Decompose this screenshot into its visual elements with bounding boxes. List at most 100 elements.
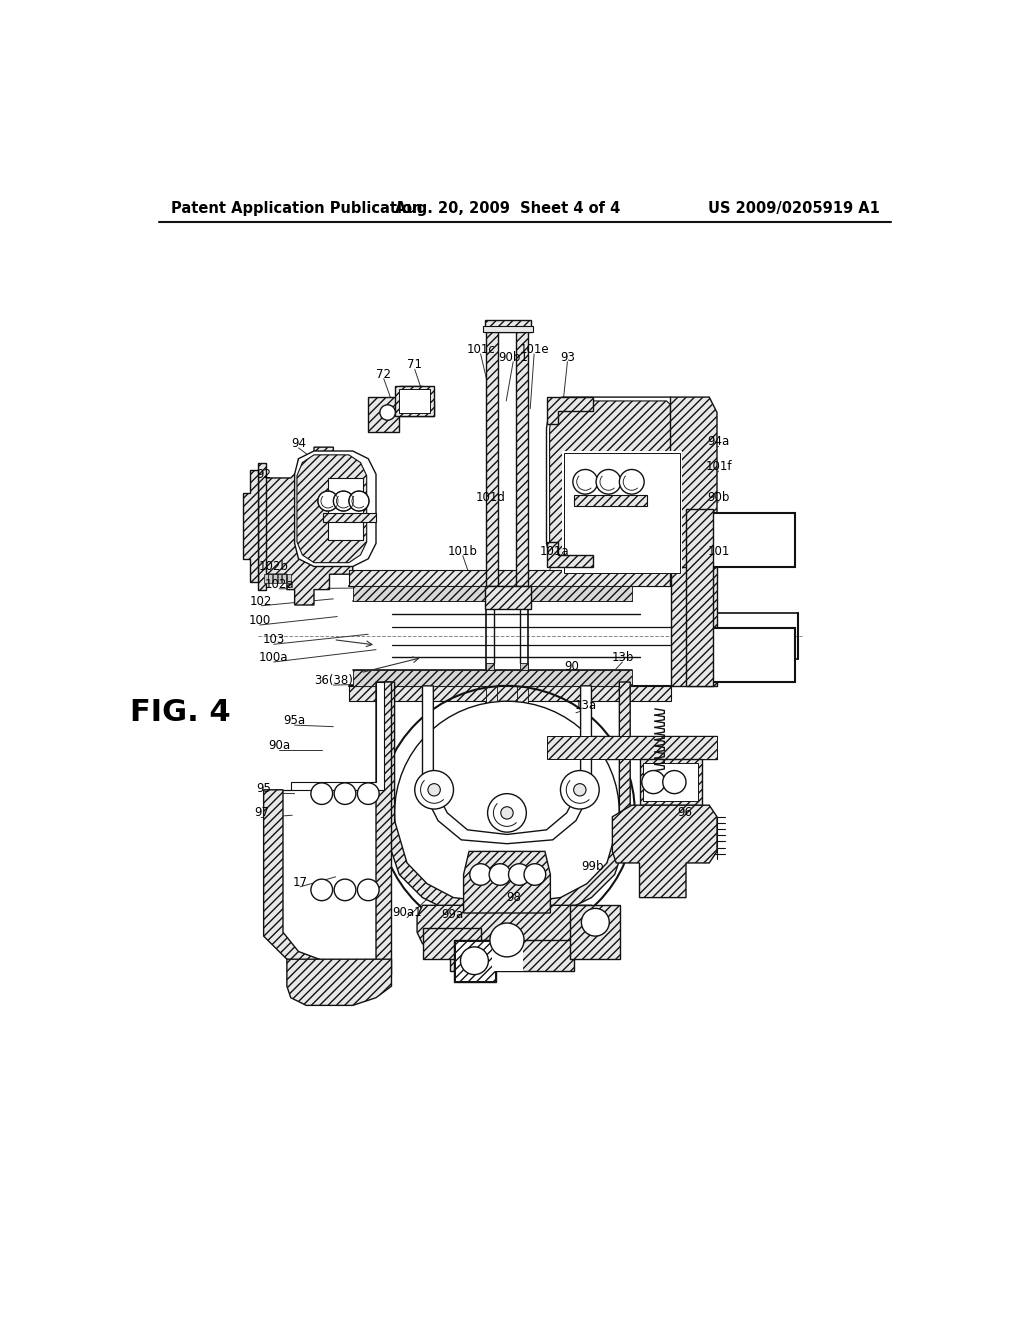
Circle shape <box>334 491 353 511</box>
Circle shape <box>573 784 586 796</box>
Polygon shape <box>547 397 686 566</box>
Polygon shape <box>547 543 593 566</box>
Circle shape <box>349 491 369 511</box>
Bar <box>484 321 531 331</box>
Text: 97: 97 <box>254 807 268 820</box>
Text: 90b: 90b <box>708 491 730 504</box>
Polygon shape <box>515 327 528 586</box>
Text: 100: 100 <box>249 614 271 627</box>
Bar <box>562 451 682 574</box>
Text: FIG. 4: FIG. 4 <box>130 698 231 727</box>
Circle shape <box>596 470 621 494</box>
Text: Aug. 20, 2009  Sheet 4 of 4: Aug. 20, 2009 Sheet 4 of 4 <box>395 201 621 216</box>
Polygon shape <box>384 682 630 921</box>
Polygon shape <box>263 447 352 605</box>
Text: 90: 90 <box>564 660 579 673</box>
Bar <box>454 940 496 982</box>
Text: 90b1: 90b1 <box>499 351 528 363</box>
Bar <box>483 326 532 333</box>
Polygon shape <box>243 470 258 582</box>
Text: 95a: 95a <box>284 714 306 727</box>
Bar <box>263 574 267 583</box>
Polygon shape <box>349 570 671 586</box>
Text: 90a: 90a <box>268 739 290 751</box>
Circle shape <box>489 863 511 886</box>
Text: 92: 92 <box>256 467 271 480</box>
Circle shape <box>524 863 546 886</box>
Bar <box>710 512 795 566</box>
Bar <box>268 574 272 583</box>
Text: 101c: 101c <box>466 343 495 356</box>
Polygon shape <box>520 601 528 609</box>
Circle shape <box>582 908 609 936</box>
Text: 13a: 13a <box>574 698 596 711</box>
Bar <box>569 906 621 960</box>
Text: 101: 101 <box>708 545 730 557</box>
Bar <box>423 928 480 960</box>
Circle shape <box>663 771 686 793</box>
Bar <box>278 574 282 583</box>
Bar <box>686 508 713 686</box>
Circle shape <box>394 701 620 924</box>
Circle shape <box>415 771 454 809</box>
Polygon shape <box>295 451 376 566</box>
Polygon shape <box>283 682 384 789</box>
Bar <box>273 574 276 583</box>
Circle shape <box>572 470 598 494</box>
Bar <box>563 453 680 573</box>
Text: 94a: 94a <box>708 436 730 449</box>
Text: 101b: 101b <box>447 545 478 557</box>
Bar <box>450 940 573 970</box>
Polygon shape <box>486 327 499 586</box>
Circle shape <box>560 771 599 809</box>
Text: 96: 96 <box>677 807 692 820</box>
Polygon shape <box>517 686 528 829</box>
Polygon shape <box>547 737 717 759</box>
Polygon shape <box>550 401 681 562</box>
Circle shape <box>317 491 338 511</box>
Bar <box>484 586 531 609</box>
Text: 102: 102 <box>250 594 272 607</box>
Circle shape <box>380 405 395 420</box>
Text: 13b: 13b <box>611 651 634 664</box>
Circle shape <box>620 470 644 494</box>
Bar <box>395 385 434 416</box>
Polygon shape <box>258 462 266 590</box>
Bar <box>640 759 701 805</box>
Bar <box>455 941 495 981</box>
Circle shape <box>642 771 665 793</box>
Circle shape <box>311 879 333 900</box>
Text: 102a: 102a <box>264 578 294 591</box>
Circle shape <box>489 923 524 957</box>
Bar <box>328 478 362 540</box>
Text: 93: 93 <box>560 351 574 363</box>
Text: Patent Application Publication: Patent Application Publication <box>171 201 422 216</box>
Circle shape <box>470 863 492 886</box>
Polygon shape <box>297 455 367 562</box>
Text: 99a: 99a <box>440 908 463 921</box>
Bar <box>493 944 523 970</box>
Text: 100a: 100a <box>259 651 289 664</box>
Polygon shape <box>417 906 597 944</box>
Text: 98: 98 <box>507 891 521 904</box>
Text: 94: 94 <box>291 437 306 450</box>
Bar <box>283 574 286 583</box>
Circle shape <box>334 879 356 900</box>
Polygon shape <box>349 686 671 701</box>
Polygon shape <box>423 686 592 843</box>
Text: 101f: 101f <box>706 459 732 473</box>
Polygon shape <box>671 397 717 586</box>
Circle shape <box>509 863 530 886</box>
Circle shape <box>428 784 440 796</box>
Text: 99b: 99b <box>582 861 604 874</box>
Polygon shape <box>486 601 494 609</box>
Polygon shape <box>520 663 528 671</box>
Polygon shape <box>352 586 632 601</box>
Bar <box>573 495 647 507</box>
Circle shape <box>487 793 526 832</box>
Text: 71: 71 <box>408 358 422 371</box>
Text: US 2009/0205919 A1: US 2009/0205919 A1 <box>708 201 880 216</box>
Circle shape <box>357 879 379 900</box>
Polygon shape <box>547 397 593 424</box>
Text: 95: 95 <box>256 781 271 795</box>
